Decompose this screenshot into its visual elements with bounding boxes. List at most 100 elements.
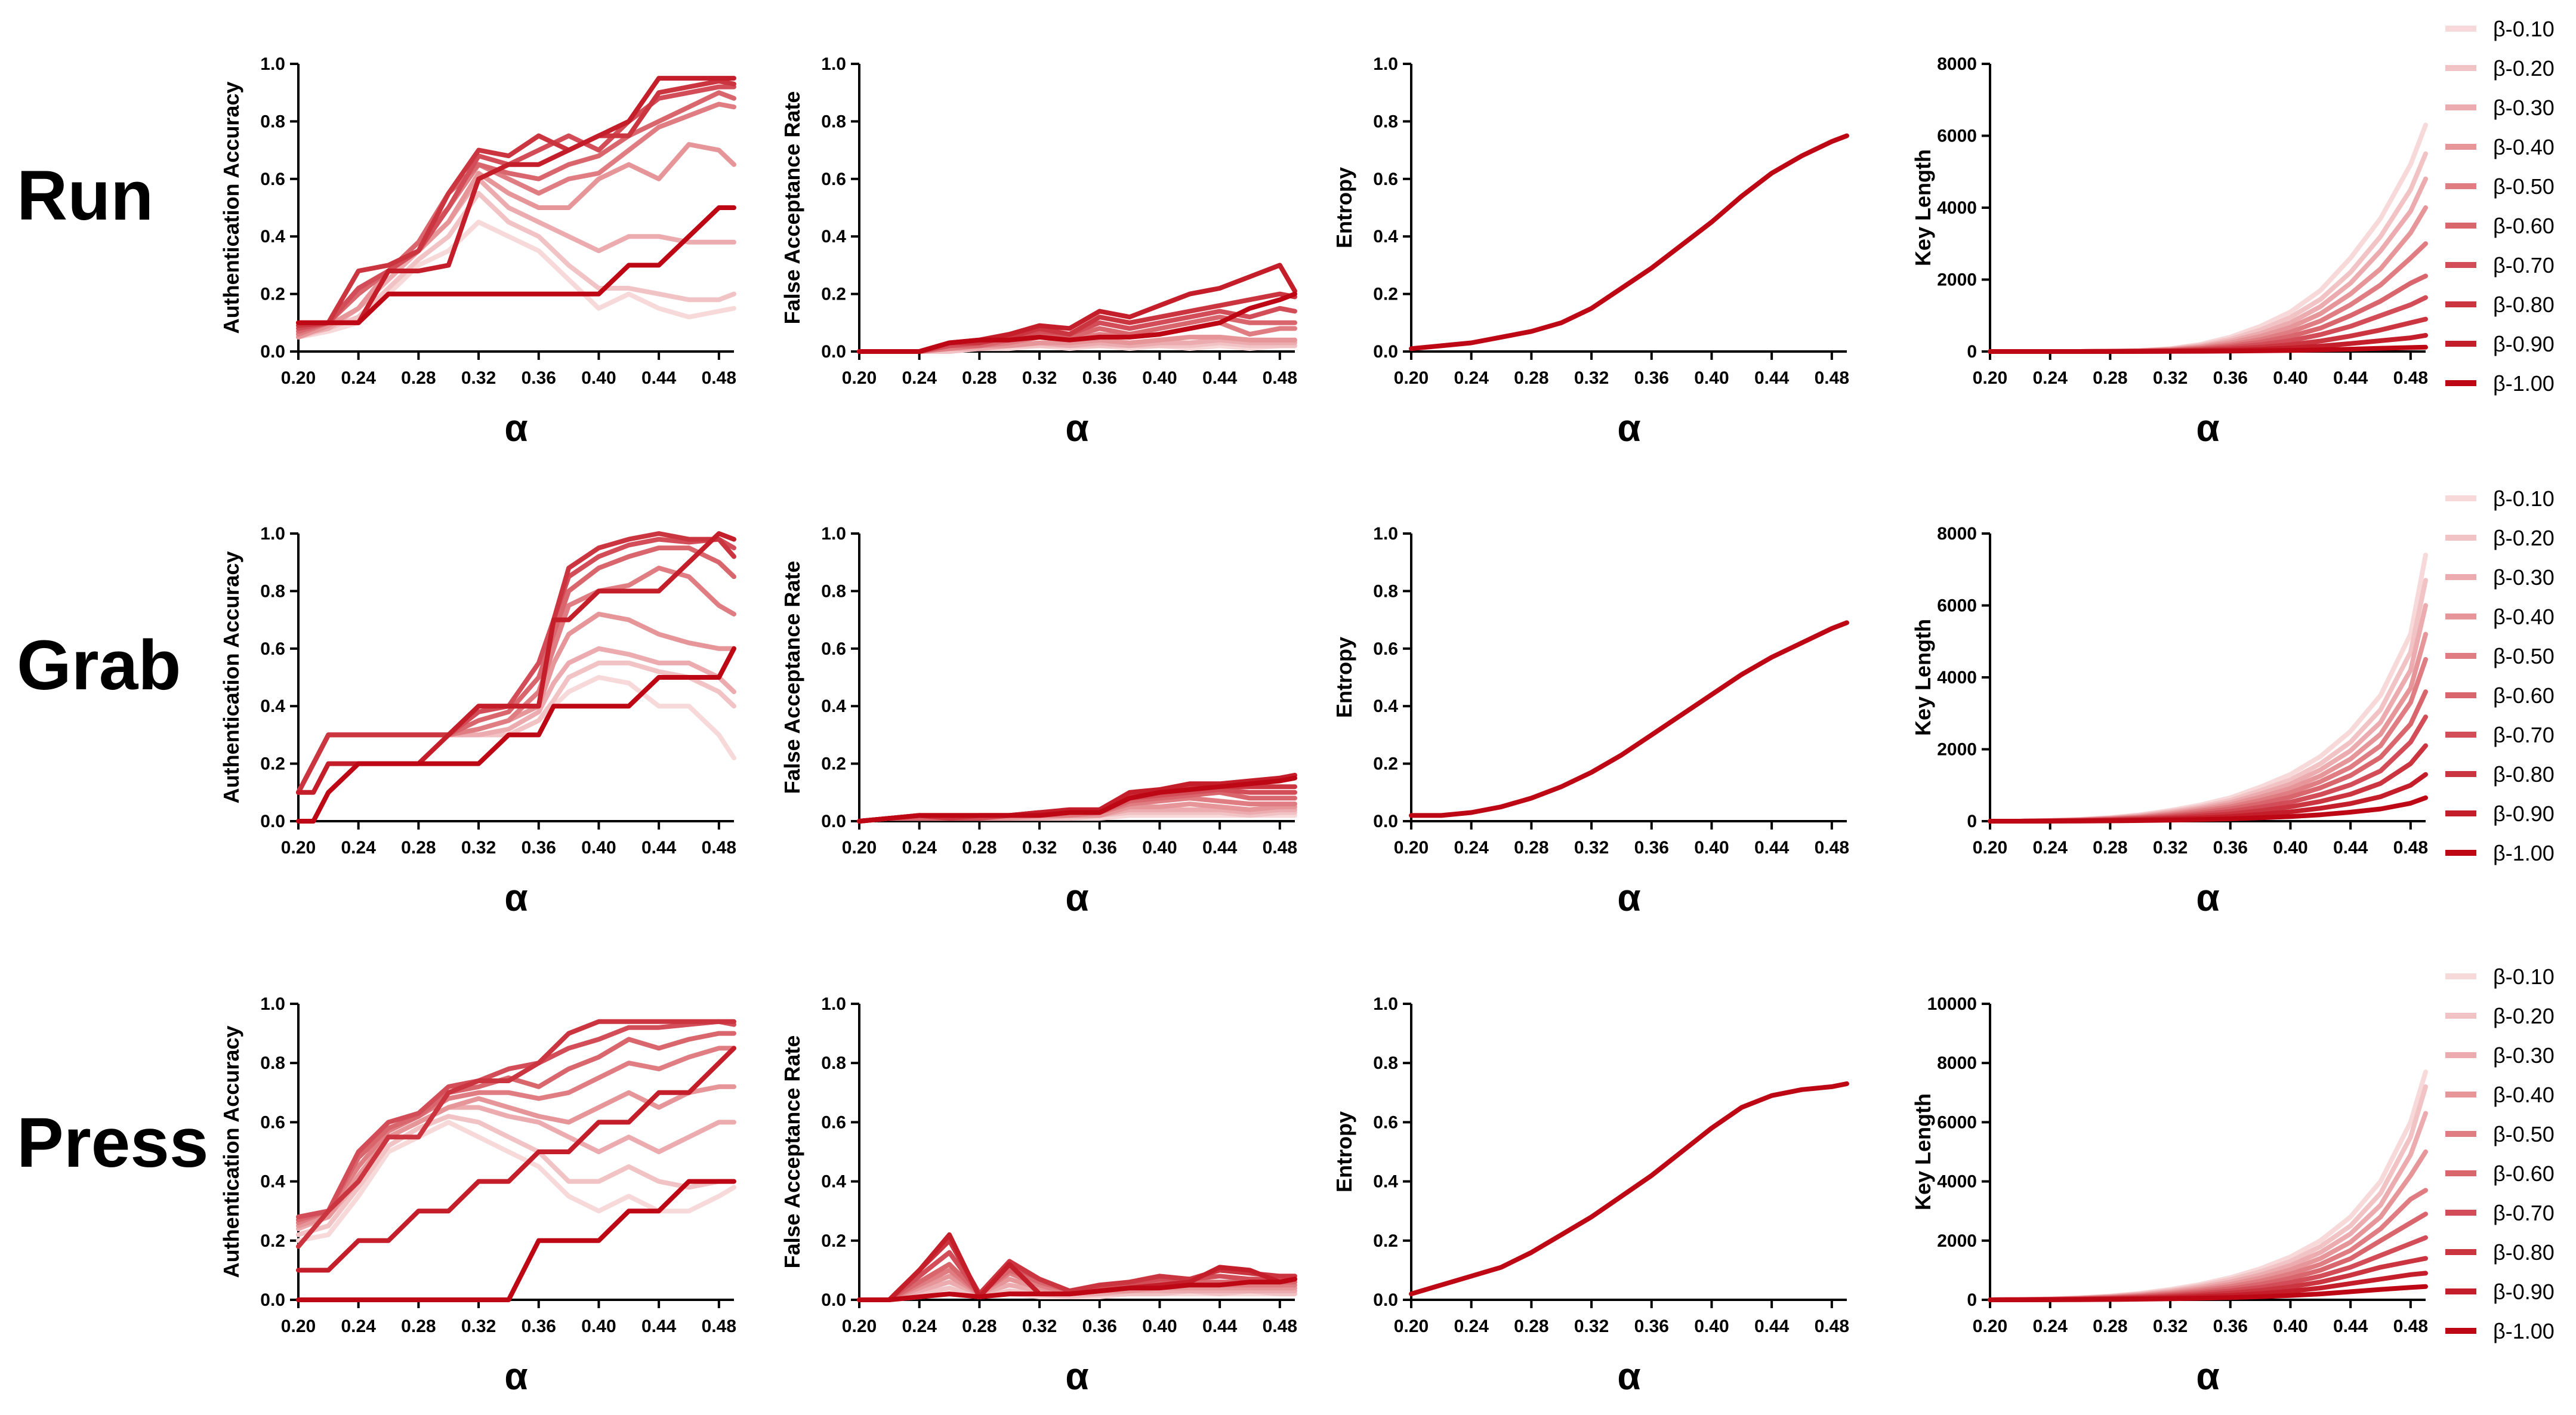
x-tick-label: 0.20 <box>842 368 877 388</box>
x-tick-label: 0.40 <box>1142 838 1177 858</box>
y-tick-label: 1.0 <box>821 994 846 1014</box>
y-tick-label: 4000 <box>1937 1172 1977 1192</box>
y-tick-label: 1.0 <box>1373 54 1398 74</box>
series-line-10 <box>296 646 736 824</box>
y-tick-label: 0.2 <box>260 285 285 304</box>
x-tick-label: 0.20 <box>842 838 877 858</box>
y-tick-label: 0.0 <box>1373 342 1398 362</box>
x-tick-label: 0.32 <box>1574 1317 1609 1336</box>
series-line-3 <box>296 646 736 795</box>
y-tick-label: 1.0 <box>1373 524 1398 544</box>
x-tick-label: 0.48 <box>1815 838 1849 858</box>
y-axis-title: Authentication Accuracy <box>219 82 243 334</box>
x-axis-title: α <box>2196 1355 2219 1398</box>
x-tick-label: 0.48 <box>702 368 736 388</box>
series-line-10 <box>1988 795 2428 824</box>
x-tick-label: 0.44 <box>641 1317 677 1336</box>
series-line-10 <box>857 1277 1297 1302</box>
x-tick-label: 0.40 <box>1142 1317 1177 1336</box>
x-tick-label: 0.36 <box>2213 368 2248 388</box>
x-tick-label: 0.28 <box>1514 838 1548 858</box>
x-tick-label: 0.44 <box>641 838 677 858</box>
y-tick-label: 0.2 <box>1373 1231 1398 1251</box>
series-line-1 <box>1409 133 1849 352</box>
series-line-8 <box>296 1019 736 1249</box>
series-line-7 <box>296 537 736 795</box>
x-tick-label: 0.20 <box>1973 838 2007 858</box>
panel-run-key-length: 0 2000 4000 6000 8000 0.20 0.24 0.28 0.32 0.36 0.4… <box>1911 54 2428 449</box>
y-tick-label: 0.4 <box>1373 696 1398 716</box>
y-tick-label: 8000 <box>1937 524 1977 544</box>
x-tick-label: 0.44 <box>1202 368 1238 388</box>
x-tick-label: 0.48 <box>1815 368 1849 388</box>
y-tick-label: 0.0 <box>821 812 846 831</box>
x-tick-label: 0.48 <box>1263 368 1297 388</box>
legend-label: β-0.60 <box>2493 1161 2555 1186</box>
x-tick-label: 0.36 <box>1634 1317 1669 1336</box>
x-tick-label: 0.28 <box>401 1317 436 1336</box>
y-tick-label: 0 <box>1967 342 1977 362</box>
y-tick-label: 1.0 <box>260 994 285 1014</box>
x-tick-label: 0.48 <box>1263 838 1297 858</box>
y-tick-label: 0.6 <box>821 1112 846 1132</box>
y-axis-title: Authentication Accuracy <box>219 551 243 804</box>
x-tick-label: 0.36 <box>1082 1317 1117 1336</box>
x-tick-label: 0.36 <box>522 838 556 858</box>
panel-grab-entropy: 0.0 0.2 0.4 0.6 0.8 1.0 0.20 0.24 0.28 0.32 0.36 0.… <box>1332 524 1849 919</box>
legend-run: β-0.10 β-0.20 β-0.30 β-0.40 β-0.50 β-0.60 β-0.… <box>2445 17 2555 396</box>
x-axis-title: α <box>504 1355 527 1398</box>
x-tick-label: 0.20 <box>281 838 316 858</box>
x-tick-label: 0.32 <box>461 368 496 388</box>
series-line-10 <box>296 205 736 325</box>
x-tick-label: 0.44 <box>1754 368 1790 388</box>
x-tick-label: 0.44 <box>1754 1317 1790 1336</box>
y-tick-label: 0.0 <box>260 812 285 831</box>
y-tick-label: 0.8 <box>260 1053 285 1073</box>
legend-label: β-0.70 <box>2493 1201 2555 1225</box>
x-tick-label: 0.32 <box>1022 1317 1057 1336</box>
x-tick-label: 0.44 <box>1202 1317 1238 1336</box>
legend-label: β-0.40 <box>2493 1083 2555 1107</box>
series-line-2 <box>1988 578 2428 824</box>
x-tick-label: 0.24 <box>2032 368 2068 388</box>
x-tick-label: 0.32 <box>1022 368 1057 388</box>
legend-label: β-0.40 <box>2493 135 2555 159</box>
x-tick-label: 0.28 <box>1514 1317 1548 1336</box>
y-tick-label: 1.0 <box>1373 994 1398 1014</box>
y-tick-label: 0.6 <box>260 1112 285 1132</box>
y-tick-label: 0.0 <box>821 1290 846 1310</box>
x-tick-label: 0.24 <box>902 368 937 388</box>
x-tick-label: 0.36 <box>2213 1317 2248 1336</box>
series-line-8 <box>296 78 736 328</box>
y-tick-label: 0.2 <box>821 754 846 774</box>
y-tick-label: 0 <box>1967 812 1977 831</box>
panel-press-key-length: 0 2000 4000 6000 8000 10000 0.20 0.24 0.28 0.32 0.… <box>1911 994 2428 1398</box>
legend-label: β-0.70 <box>2493 253 2555 278</box>
y-tick-label: 8000 <box>1937 54 1977 74</box>
x-tick-label: 0.40 <box>2273 1317 2307 1336</box>
legend-press: β-0.10 β-0.20 β-0.30 β-0.40 β-0.50 β-0.60 β-0.… <box>2445 964 2555 1343</box>
series-line-10 <box>1988 344 2428 354</box>
x-tick-label: 0.24 <box>902 1317 937 1336</box>
y-tick-label: 1.0 <box>821 524 846 544</box>
x-tick-label: 0.44 <box>2333 368 2368 388</box>
x-tick-label: 0.20 <box>1394 1317 1429 1336</box>
series-line-1 <box>1409 620 1849 818</box>
legend-label: β-1.00 <box>2493 1319 2555 1343</box>
x-tick-label: 0.36 <box>2213 838 2248 858</box>
y-tick-label: 0.8 <box>260 581 285 601</box>
panel-press-authentication-accuracy: 0.0 0.2 0.4 0.6 0.8 1.0 0.20 0.24 0.28 0.32 0.36 0.… <box>219 994 736 1398</box>
x-tick-label: 0.24 <box>341 1317 376 1336</box>
series-line-2 <box>296 1114 736 1237</box>
x-tick-label: 0.40 <box>1694 368 1729 388</box>
y-tick-label: 0.2 <box>1373 754 1398 774</box>
y-tick-label: 0.2 <box>821 285 846 304</box>
x-axis-title: α <box>504 876 527 919</box>
x-axis-title: α <box>1065 1355 1088 1398</box>
y-tick-label: 0.4 <box>821 696 846 716</box>
x-tick-label: 0.32 <box>2153 368 2188 388</box>
panel-grab-authentication-accuracy: 0.0 0.2 0.4 0.6 0.8 1.0 0.20 0.24 0.28 0.32 0.36 0.… <box>219 524 736 919</box>
legend-label: β-0.90 <box>2493 332 2555 356</box>
x-tick-label: 0.32 <box>2153 1317 2188 1336</box>
legend-label: β-0.80 <box>2493 292 2555 317</box>
